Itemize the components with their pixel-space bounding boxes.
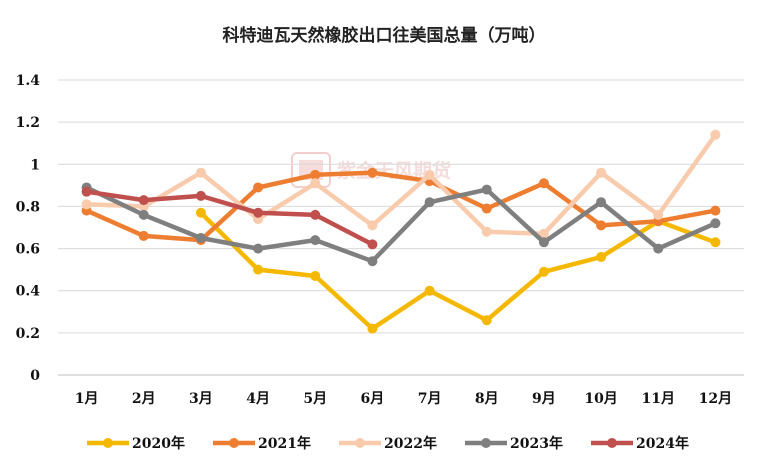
legend-marker-icon (103, 438, 113, 448)
data-point (195, 233, 206, 244)
data-point (538, 237, 549, 248)
x-tick-label: 8月 (475, 391, 499, 407)
series-line (84, 185, 718, 264)
data-point (367, 256, 378, 267)
data-point (138, 195, 149, 206)
data-point (81, 199, 92, 210)
data-point (653, 243, 664, 254)
x-tick-label: 7月 (418, 391, 442, 407)
y-tick-label: 1 (30, 157, 40, 173)
series-line (84, 170, 718, 243)
series-line (84, 132, 718, 237)
data-point (195, 190, 206, 201)
data-point (710, 237, 721, 248)
data-point (195, 207, 206, 218)
legend-label: 2022年 (384, 435, 437, 452)
data-point (481, 226, 492, 237)
data-point (481, 315, 492, 326)
legend-item: 2024年 (591, 435, 689, 452)
x-tick-label: 3月 (189, 391, 213, 407)
data-point (138, 230, 149, 241)
series-2020年 (195, 207, 721, 334)
legend-label: 2021年 (258, 435, 311, 452)
series-line (198, 210, 718, 331)
data-point (596, 167, 607, 178)
legend-item: 2023年 (465, 435, 563, 452)
data-point (81, 186, 92, 197)
x-tick-label: 1月 (75, 391, 99, 407)
legend-item: 2021年 (213, 435, 311, 452)
data-point (138, 209, 149, 220)
series-2023年 (81, 182, 721, 267)
data-point (310, 169, 321, 180)
legend-label: 2020年 (132, 435, 185, 452)
data-point (596, 252, 607, 262)
data-point (424, 285, 435, 296)
x-tick-label: 11月 (642, 391, 675, 407)
x-tick-label: 5月 (303, 391, 327, 407)
x-tick-label: 9月 (532, 391, 556, 407)
x-tick-label: 10月 (584, 391, 617, 407)
x-tick-label: 4月 (246, 391, 270, 407)
data-point (653, 209, 664, 220)
legend-label: 2023年 (510, 435, 563, 452)
legend-item: 2022年 (339, 435, 437, 452)
y-tick-label: 0 (30, 368, 40, 384)
data-point (596, 197, 607, 208)
data-point (481, 203, 492, 214)
legend-marker-icon (355, 438, 365, 448)
data-point (310, 270, 321, 281)
data-point (481, 184, 492, 195)
data-point (310, 235, 321, 246)
data-point (195, 167, 206, 178)
data-point (253, 207, 264, 218)
x-tick-label: 12月 (699, 391, 732, 407)
data-point (310, 178, 321, 189)
legend-item: 2020年 (87, 435, 185, 452)
data-point (253, 243, 264, 254)
data-point (367, 167, 378, 178)
y-tick-label: 1.2 (16, 115, 40, 131)
data-point (253, 182, 264, 193)
data-point (710, 129, 721, 140)
series-2021年 (81, 167, 721, 246)
data-point (424, 197, 435, 208)
y-tick-label: 1.4 (16, 73, 41, 89)
series-2022年 (81, 129, 721, 239)
y-tick-label: 0.4 (16, 284, 41, 300)
y-tick-label: 0.6 (16, 242, 40, 258)
data-point (538, 228, 549, 239)
data-point (538, 266, 549, 277)
series-2024年 (81, 186, 378, 250)
data-point (367, 239, 378, 250)
legend-marker-icon (607, 438, 617, 448)
legend-label: 2024年 (636, 435, 689, 452)
data-point (310, 209, 321, 220)
y-tick-label: 0.2 (16, 326, 40, 342)
data-point (710, 218, 721, 229)
data-point (253, 264, 264, 275)
data-point (367, 220, 378, 231)
legend-marker-icon (229, 438, 239, 448)
data-point (424, 169, 435, 180)
chart-title: 科特迪瓦天然橡胶出口往美国总量（万吨） (223, 25, 546, 46)
series-line (84, 189, 375, 247)
y-tick-label: 0.8 (16, 199, 40, 215)
x-tick-label: 2月 (132, 391, 156, 407)
data-point (710, 205, 721, 216)
x-tick-label: 6月 (361, 391, 385, 407)
legend-marker-icon (481, 438, 491, 448)
data-point (367, 323, 378, 334)
data-point (538, 178, 549, 189)
data-point (596, 220, 607, 231)
